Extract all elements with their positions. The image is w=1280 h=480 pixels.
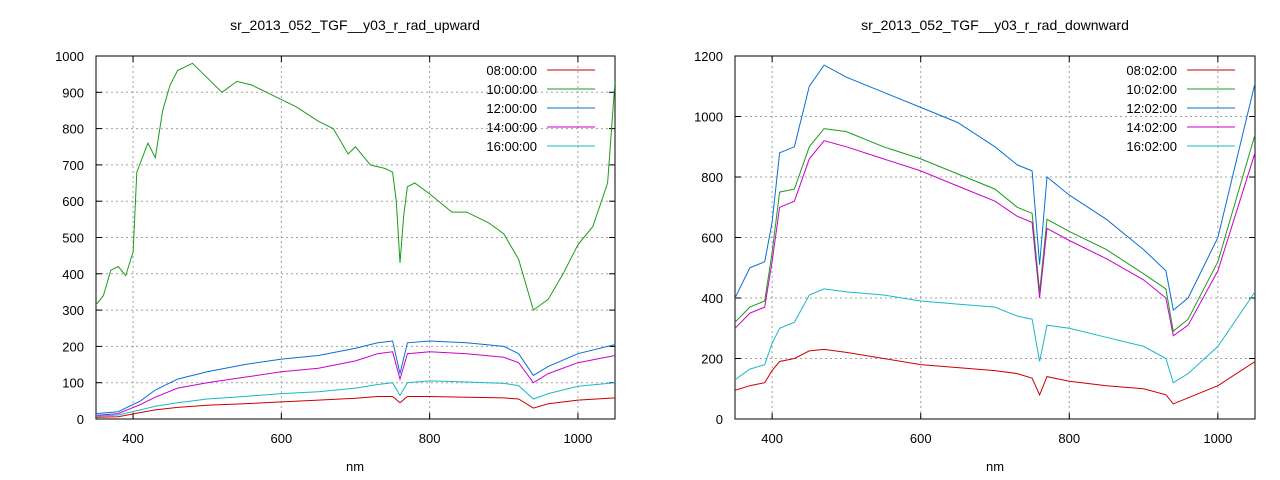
legend-label: 16:02:00 [1126,139,1177,154]
series-line-080000 [96,396,615,418]
chart-title: sr_2013_052_TGF__y03_r_rad_downward [861,17,1129,33]
legend-label: 12:02:00 [1126,101,1177,116]
x-axis-label: nm [346,459,364,474]
x-tick-label: 600 [271,431,293,446]
y-tick-label: 0 [716,412,723,427]
series-line-120000 [96,340,615,415]
legend-label: 10:00:00 [486,82,537,97]
y-tick-label: 600 [62,194,84,209]
legend-label: 14:00:00 [486,120,537,135]
y-tick-label: 200 [62,339,84,354]
legend-label: 14:02:00 [1126,120,1177,135]
legend-label: 10:02:00 [1126,82,1177,97]
y-tick-label: 800 [62,122,84,137]
y-tick-label: 500 [62,231,84,246]
x-axis-label: nm [986,459,1004,474]
y-tick-label: 0 [77,412,84,427]
y-tick-label: 1000 [694,110,723,125]
legend-label: 16:00:00 [486,139,537,154]
legend-label: 12:00:00 [486,101,537,116]
y-tick-label: 700 [62,158,84,173]
y-tick-label: 1200 [694,49,723,64]
series-line-100000 [96,62,615,311]
y-tick-label: 100 [62,376,84,391]
x-tick-label: 1000 [563,431,592,446]
series-line-140000 [96,351,615,416]
y-tick-label: 300 [62,303,84,318]
series-line-100200 [735,128,1255,333]
series-line-140200 [735,140,1255,337]
series-line-160000 [96,380,615,417]
legend-label: 08:02:00 [1126,63,1177,78]
chart-panel-2: sr_2013_052_TGF__y03_r_rad_downward 0 200 4… [694,17,1256,474]
y-tick-label: 400 [701,291,723,306]
y-tick-label: 1000 [55,49,84,64]
x-tick-label: 600 [910,431,932,446]
legend-label: 08:00:00 [486,63,537,78]
x-tick-label: 400 [122,431,144,446]
y-tick-label: 800 [701,170,723,185]
x-tick-label: 800 [1058,431,1080,446]
series-line-080200 [735,348,1255,405]
y-tick-label: 200 [701,352,723,367]
series-line-120200 [735,64,1255,312]
y-tick-label: 600 [701,231,723,246]
series-line-160200 [735,288,1255,384]
x-tick-label: 400 [761,431,783,446]
x-tick-label: 1000 [1203,431,1232,446]
chart-panel-1: sr_2013_052_TGF__y03_r_rad_upward 0 100 200… [55,17,616,474]
x-tick-label: 800 [419,431,441,446]
chart-title: sr_2013_052_TGF__y03_r_rad_upward [230,17,480,33]
y-tick-label: 400 [62,267,84,282]
y-tick-label: 900 [62,85,84,100]
